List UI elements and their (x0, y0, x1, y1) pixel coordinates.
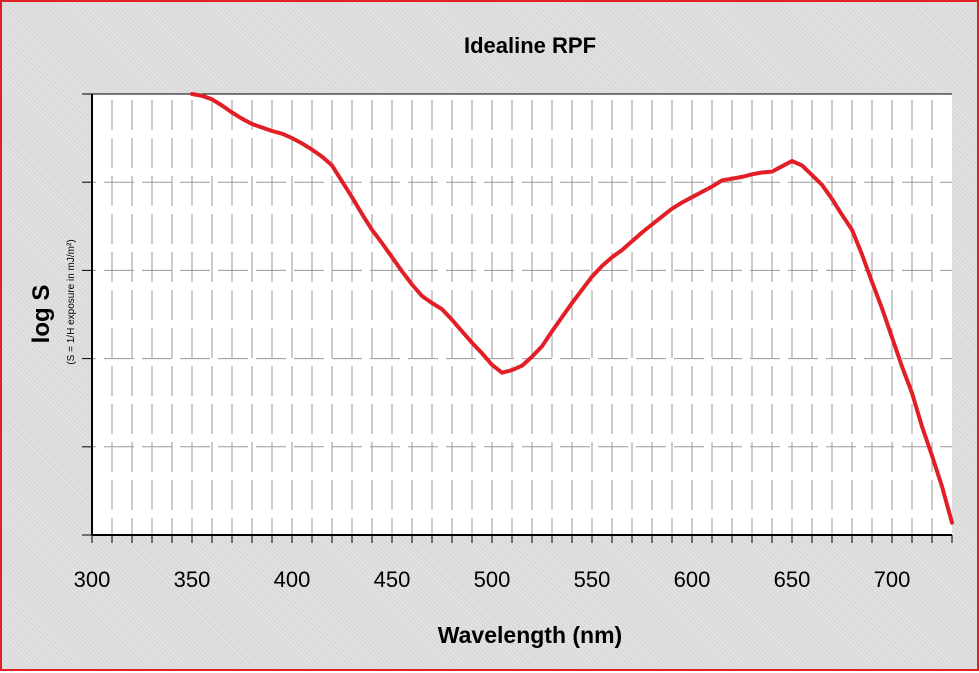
chart-title: Idealine RPF (464, 33, 596, 58)
x-tick-label: 300 (74, 567, 111, 592)
x-tick-label: 600 (674, 567, 711, 592)
plot-area (92, 94, 952, 535)
series-line (190, 92, 954, 525)
x-tick-label: 400 (274, 567, 311, 592)
series-layer (190, 92, 954, 525)
y-axis-sublabel: (S = 1/H exposure in mJ/m²) (66, 239, 77, 364)
x-tick-label: 450 (374, 567, 411, 592)
x-tick-label: 350 (174, 567, 211, 592)
x-axis-label: Wavelength (nm) (438, 622, 622, 648)
y-axis-label: log S (28, 285, 55, 344)
x-tick-label: 550 (574, 567, 611, 592)
x-tick-label: 500 (474, 567, 511, 592)
x-ticks: 300 350 400 450 500 550 600 650 700 (74, 535, 953, 592)
x-tick-label: 700 (874, 567, 911, 592)
y-ticks (82, 93, 92, 536)
x-tick-label: 650 (774, 567, 811, 592)
